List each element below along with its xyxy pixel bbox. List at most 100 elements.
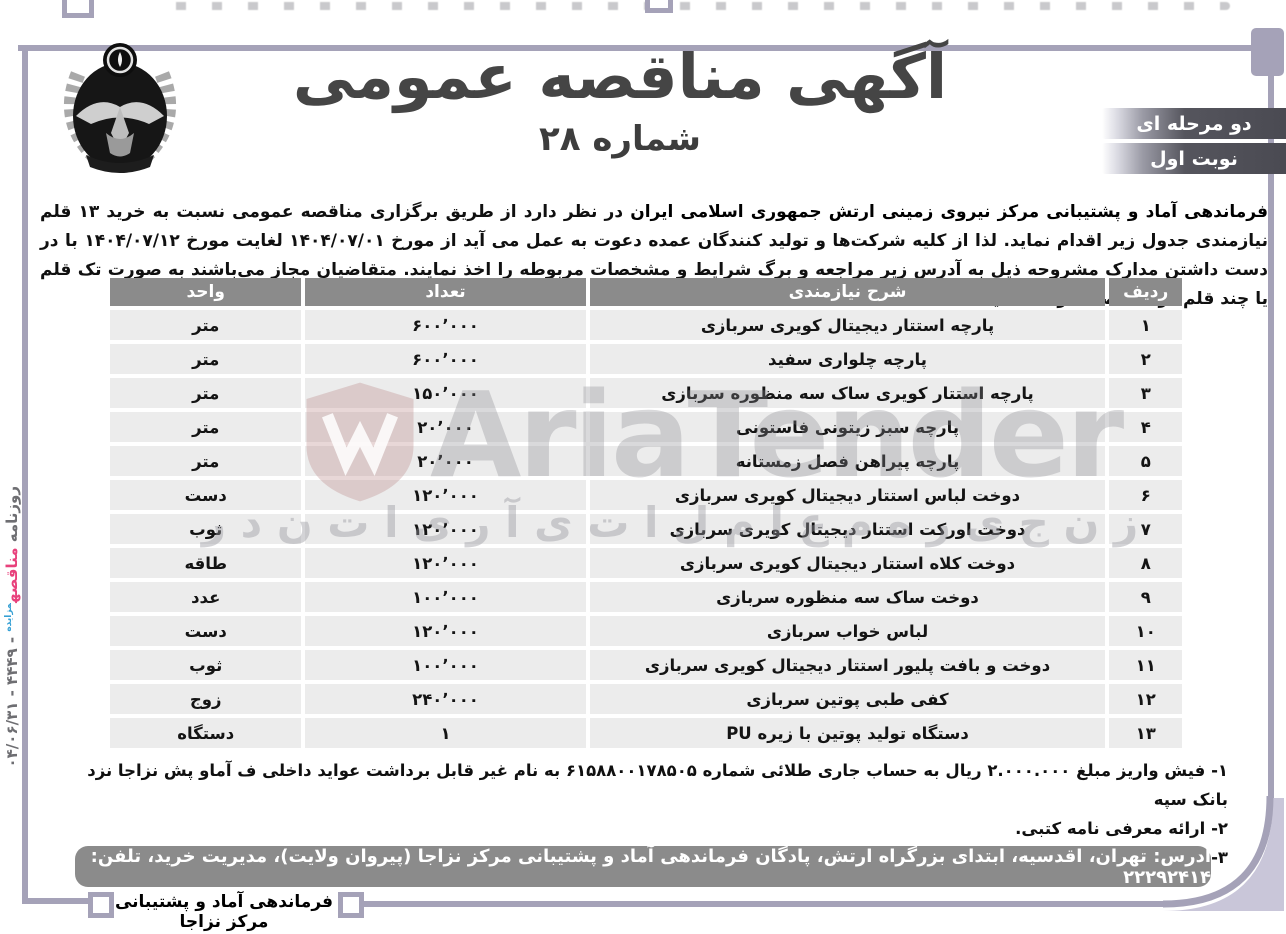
cell-row-no: ۷ bbox=[1109, 514, 1182, 544]
table-row: ۶ دوخت لباس استتار دیجیتال کویری سربازی … bbox=[110, 480, 1182, 510]
army-emblem-icon bbox=[64, 43, 176, 173]
side-note-logo: مناقصه bbox=[3, 547, 21, 604]
top-left-frame-square bbox=[62, 0, 94, 18]
intro-paragraph: فرماندهی آماد و پشتیبانی مرکز نیروی زمین… bbox=[40, 198, 1268, 314]
frame-right-line bbox=[1268, 72, 1274, 810]
cell-quantity: ۱۲۰٬۰۰۰ bbox=[305, 616, 586, 646]
tender-number: شماره ۲۸ bbox=[539, 119, 701, 160]
cell-unit: دستگاه bbox=[110, 718, 302, 748]
cell-quantity: ۱ bbox=[305, 718, 586, 748]
cell-quantity: ۶۰۰٬۰۰۰ bbox=[305, 344, 586, 374]
cell-quantity: ۲۰٬۰۰۰ bbox=[305, 446, 586, 476]
cell-quantity: ۱۲۰٬۰۰۰ bbox=[305, 514, 586, 544]
cell-description: دوخت و بافت پلیور استتار دیجیتال کویری س… bbox=[589, 650, 1106, 680]
badge-first-round: نوبت اول bbox=[1102, 143, 1286, 174]
cell-row-no: ۶ bbox=[1109, 480, 1182, 510]
cell-quantity: ۱۰۰٬۰۰۰ bbox=[305, 650, 586, 680]
table-row: ۸ دوخت کلاه استتار دیجیتال کویری سربازی … bbox=[110, 548, 1182, 578]
side-note-date: ۰۴/۰۶/۳۱ bbox=[3, 701, 21, 768]
intro-lead: فرماندهی آماد و پشتیبانی مرکز نیروی زمین… bbox=[630, 202, 1268, 222]
cell-unit: متر bbox=[110, 378, 302, 408]
cell-unit: متر bbox=[110, 310, 302, 340]
cell-row-no: ۱۲ bbox=[1109, 684, 1182, 714]
cell-quantity: ۱۵۰٬۰۰۰ bbox=[305, 378, 586, 408]
frame-bottom-line bbox=[362, 901, 1163, 907]
table-row: ۱ پارچه استتار دیجیتال کویری سربازی ۶۰۰٬… bbox=[110, 310, 1182, 340]
note-number: ۲ bbox=[1217, 819, 1228, 838]
cell-quantity: ۱۲۰٬۰۰۰ bbox=[305, 480, 586, 510]
col-header-description: شرح نیازمندی bbox=[589, 278, 1106, 306]
cell-row-no: ۸ bbox=[1109, 548, 1182, 578]
cell-row-no: ۱۳ bbox=[1109, 718, 1182, 748]
cell-description: دستگاه تولید پوتین با زیره PU bbox=[589, 718, 1106, 748]
cell-unit: زوج bbox=[110, 684, 302, 714]
badge-two-stage: دو مرحله ای bbox=[1102, 108, 1286, 139]
cell-quantity: ۶۰۰٬۰۰۰ bbox=[305, 310, 586, 340]
note-number: ۱ bbox=[1217, 761, 1228, 780]
side-note-issue: ۴۴۴۹ bbox=[3, 648, 21, 685]
table-row: ۱۰ لباس خواب سربازی ۱۲۰٬۰۰۰ دست bbox=[110, 616, 1182, 646]
footer-frame-square-left bbox=[88, 892, 114, 918]
table-row: ۹ دوخت ساک سه منظوره سربازی ۱۰۰٬۰۰۰ عدد bbox=[110, 582, 1182, 612]
top-center-frame-square bbox=[645, 0, 673, 13]
note-number: ۳ bbox=[1217, 848, 1228, 867]
cell-unit: متر bbox=[110, 412, 302, 442]
table-row: ۱۳ دستگاه تولید پوتین با زیره PU ۱ دستگا… bbox=[110, 718, 1182, 748]
table-row: ۳ پارچه استتار کویری ساک سه منظوره سرباز… bbox=[110, 378, 1182, 408]
table-row: ۵ پارچه پیراهن فصل زمستانه ۲۰٬۰۰۰ متر bbox=[110, 446, 1182, 476]
cell-description: پارچه پیراهن فصل زمستانه bbox=[589, 446, 1106, 476]
cell-row-no: ۱ bbox=[1109, 310, 1182, 340]
cell-unit: دست bbox=[110, 616, 302, 646]
cell-row-no: ۹ bbox=[1109, 582, 1182, 612]
page-title: آگهی مناقصه عمومی bbox=[292, 40, 948, 113]
cell-description: دوخت لباس استتار دیجیتال کویری سربازی bbox=[589, 480, 1106, 510]
frame-bottom-left-elbow bbox=[22, 898, 88, 904]
frame-top-right-block bbox=[1251, 28, 1284, 76]
cell-row-no: ۲ bbox=[1109, 344, 1182, 374]
table-row: ۷ دوخت اورکت استتار دیجیتال کویری سربازی… bbox=[110, 514, 1182, 544]
note-text: ارائه معرفی نامه کتبی. bbox=[1015, 819, 1206, 838]
cell-row-no: ۱۰ bbox=[1109, 616, 1182, 646]
cell-row-no: ۵ bbox=[1109, 446, 1182, 476]
note-line: ۱- فیش واریز مبلغ ۲.۰۰۰.۰۰۰ ریال به حساب… bbox=[87, 761, 1228, 809]
cell-quantity: ۱۲۰٬۰۰۰ bbox=[305, 548, 586, 578]
cell-description: پارچه استتار دیجیتال کویری سربازی bbox=[589, 310, 1106, 340]
footer-frame-square-right bbox=[338, 892, 364, 918]
note-line: ۲- ارائه معرفی نامه کتبی. bbox=[1015, 819, 1228, 838]
cell-description: لباس خواب سربازی bbox=[589, 616, 1106, 646]
cell-description: دوخت اورکت استتار دیجیتال کویری سربازی bbox=[589, 514, 1106, 544]
cell-quantity: ۲۰٬۰۰۰ bbox=[305, 412, 586, 442]
cell-unit: ثوب bbox=[110, 650, 302, 680]
side-note-newspaper: روزنامه bbox=[3, 486, 21, 543]
cell-unit: عدد bbox=[110, 582, 302, 612]
cell-description: پارچه استتار کویری ساک سه منظوره سربازی bbox=[589, 378, 1106, 408]
table-header-row: ردیف شرح نیازمندی تعداد واحد bbox=[110, 278, 1182, 306]
cell-unit: طاقه bbox=[110, 548, 302, 578]
cell-description: کفی طبی پوتین سربازی bbox=[589, 684, 1106, 714]
cell-quantity: ۲۴۰٬۰۰۰ bbox=[305, 684, 586, 714]
cell-row-no: ۱۱ bbox=[1109, 650, 1182, 680]
cell-description: دوخت کلاه استتار دیجیتال کویری سربازی bbox=[589, 548, 1106, 578]
intro-body: در نظر دارد از طریق برگزاری مناقصه عمومی… bbox=[40, 202, 1268, 309]
cell-unit: ثوب bbox=[110, 514, 302, 544]
newspaper-side-note: روزنامه مناقصهمزایده - ۴۴۴۹ - ۰۴/۰۶/۳۱ bbox=[3, 486, 21, 768]
col-header-quantity: تعداد bbox=[305, 278, 586, 306]
col-header-unit: واحد bbox=[110, 278, 302, 306]
cell-unit: دست bbox=[110, 480, 302, 510]
address-bar: آدرس: تهران، اقدسیه، ابتدای بزرگراه ارتش… bbox=[75, 846, 1211, 888]
frame-top-line bbox=[18, 45, 1258, 51]
cell-row-no: ۴ bbox=[1109, 412, 1182, 442]
cell-description: پارچه سبز زیتونی فاستونی bbox=[589, 412, 1106, 442]
table-row: ۴ پارچه سبز زیتونی فاستونی ۲۰٬۰۰۰ متر bbox=[110, 412, 1182, 442]
cell-description: پارچه چلواری سفید bbox=[589, 344, 1106, 374]
cell-quantity: ۱۰۰٬۰۰۰ bbox=[305, 582, 586, 612]
frame-left-line bbox=[22, 45, 28, 903]
table-row: ۱۱ دوخت و بافت پلیور استتار دیجیتال کویر… bbox=[110, 650, 1182, 680]
cell-row-no: ۳ bbox=[1109, 378, 1182, 408]
table-row: ۱۲ کفی طبی پوتین سربازی ۲۴۰٬۰۰۰ زوج bbox=[110, 684, 1182, 714]
frame-bottom-right-curve bbox=[1162, 795, 1284, 911]
side-note-logo-small: مزایده bbox=[4, 603, 14, 632]
requirements-table: ردیف شرح نیازمندی تعداد واحد ۱ پارچه است… bbox=[106, 274, 1186, 752]
table-row: ۲ پارچه چلواری سفید ۶۰۰٬۰۰۰ متر bbox=[110, 344, 1182, 374]
cell-unit: متر bbox=[110, 344, 302, 374]
